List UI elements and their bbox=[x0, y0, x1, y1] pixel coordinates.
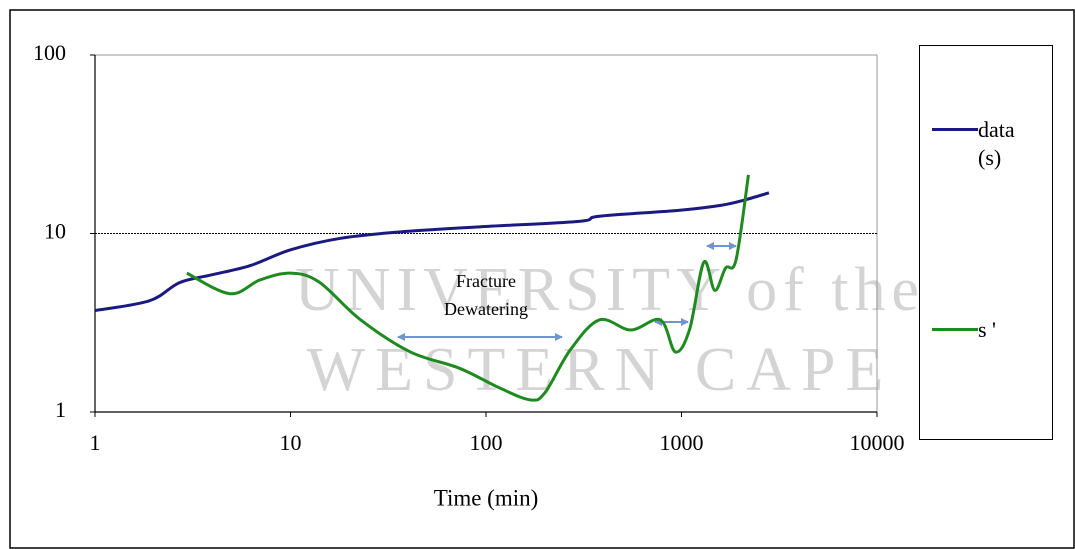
y-tick-label: 100 bbox=[33, 40, 66, 65]
watermark: WESTERN CAPE bbox=[307, 336, 894, 404]
x-tick-label: 10 bbox=[280, 430, 302, 455]
annotation: Dewatering bbox=[444, 299, 528, 319]
legend-label: data (s) bbox=[978, 117, 1015, 170]
legend-swatch bbox=[932, 128, 978, 131]
y-tick-label: 10 bbox=[44, 219, 66, 244]
series-line bbox=[94, 191, 770, 313]
y-tick-label: 1 bbox=[55, 397, 66, 422]
x-tick-label: 1 bbox=[90, 430, 101, 455]
x-axis-label: Time (min) bbox=[434, 485, 539, 510]
annotation: Fracture bbox=[456, 271, 516, 291]
watermark: UNIVERSITY of the bbox=[295, 256, 925, 324]
x-tick-label: 1000 bbox=[660, 430, 704, 455]
x-tick-label: 100 bbox=[470, 430, 503, 455]
legend-label: s ' bbox=[978, 317, 997, 342]
legend-entry: data (s) bbox=[920, 116, 1038, 172]
legend-entry: s ' bbox=[920, 316, 1038, 344]
legend-swatch bbox=[932, 328, 978, 331]
series-line bbox=[186, 174, 750, 402]
chart-frame bbox=[9, 9, 1075, 549]
x-tick-label: 10000 bbox=[850, 430, 905, 455]
plot-border bbox=[95, 54, 878, 412]
legend: data (s) s ' bbox=[919, 45, 1053, 440]
